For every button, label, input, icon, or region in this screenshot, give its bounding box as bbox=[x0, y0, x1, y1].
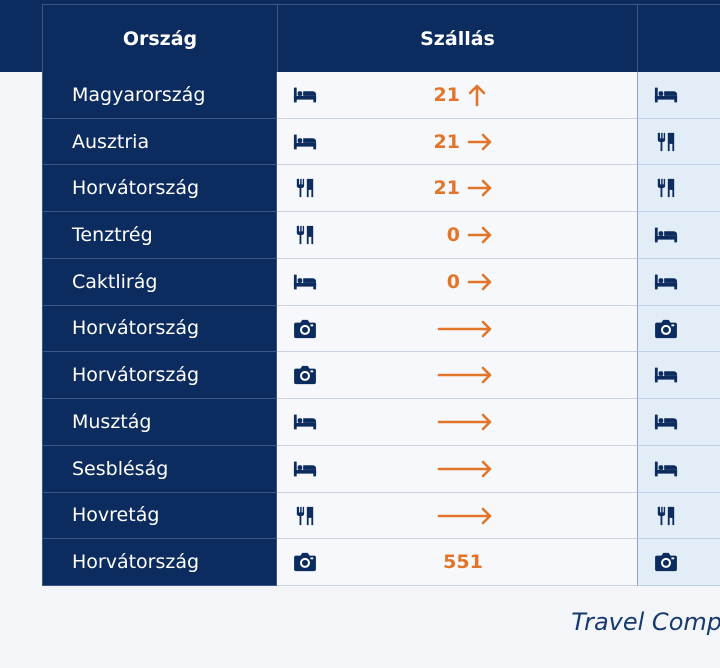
fork-icon bbox=[654, 506, 678, 526]
accommodation-cell bbox=[277, 352, 637, 400]
value-text: 21 bbox=[433, 130, 460, 153]
country-cell: Horvátország bbox=[42, 352, 277, 400]
extra-cell bbox=[637, 539, 720, 586]
country-cell: Caktlirág bbox=[42, 258, 277, 306]
arrow-icon bbox=[437, 413, 492, 431]
accommodation-cell bbox=[277, 492, 637, 540]
fork-icon bbox=[654, 178, 678, 198]
fork-icon bbox=[293, 506, 317, 526]
country-cell: Sesbléság bbox=[42, 445, 277, 493]
value-text: 21 bbox=[433, 83, 460, 106]
extra-cell bbox=[637, 118, 720, 166]
arrow-icon bbox=[468, 84, 486, 107]
bed-icon bbox=[654, 85, 678, 105]
camera-icon bbox=[293, 319, 317, 339]
accommodation-cell: 0 bbox=[277, 258, 637, 306]
header-band bbox=[0, 0, 720, 72]
arrow-icon bbox=[437, 367, 492, 384]
camera-icon bbox=[654, 319, 678, 339]
bed-icon bbox=[654, 225, 678, 245]
accommodation-cell bbox=[277, 399, 637, 446]
bed-icon bbox=[654, 272, 678, 292]
bed-icon bbox=[654, 459, 678, 479]
arrow-icon bbox=[467, 180, 492, 197]
extra-cell bbox=[637, 72, 720, 119]
extra-cell bbox=[637, 492, 720, 540]
column-header bbox=[637, 4, 720, 72]
extra-cell bbox=[637, 445, 720, 493]
bed-icon bbox=[293, 412, 317, 432]
bed-icon bbox=[293, 459, 317, 479]
country-cell: Tenztrég bbox=[42, 212, 277, 259]
accommodation-cell: 21 bbox=[277, 72, 637, 119]
fork-icon bbox=[293, 178, 317, 198]
table-border bbox=[42, 72, 43, 586]
arrow-icon bbox=[437, 460, 492, 478]
bed-icon bbox=[293, 85, 317, 105]
extra-cell bbox=[637, 165, 720, 213]
arrow-icon bbox=[467, 133, 492, 151]
value-text: 0 bbox=[446, 270, 460, 293]
country-cell: Horvátország bbox=[42, 305, 277, 353]
camera-icon bbox=[654, 552, 678, 572]
arrow-icon bbox=[467, 226, 492, 244]
bed-icon bbox=[293, 272, 317, 292]
column-header: Szállás bbox=[277, 4, 637, 72]
arrow-icon bbox=[467, 273, 492, 291]
extra-cell bbox=[637, 352, 720, 400]
bed-icon bbox=[654, 365, 678, 385]
country-cell: Horvátország bbox=[42, 539, 277, 586]
extra-cell bbox=[637, 258, 720, 306]
accommodation-cell bbox=[277, 445, 637, 493]
extra-cell bbox=[637, 399, 720, 446]
country-cell: Horvátország bbox=[42, 165, 277, 213]
accommodation-cell: 551 bbox=[277, 539, 637, 586]
accommodation-cell: 0 bbox=[277, 212, 637, 259]
arrow-icon bbox=[437, 320, 492, 337]
country-cell: Hovretág bbox=[42, 492, 277, 540]
arrow-icon bbox=[437, 507, 492, 524]
accommodation-cell: 21 bbox=[277, 118, 637, 166]
country-cell: Ausztria bbox=[42, 118, 277, 166]
accommodation-cell bbox=[277, 305, 637, 353]
country-cell: Musztág bbox=[42, 399, 277, 446]
camera-icon bbox=[293, 365, 317, 385]
extra-cell bbox=[637, 212, 720, 259]
footer-brand: Travel Comp bbox=[571, 608, 720, 636]
fork-icon bbox=[293, 225, 317, 245]
accommodation-cell: 21 bbox=[277, 165, 637, 213]
column-header: Ország bbox=[42, 4, 277, 72]
fork-icon bbox=[654, 132, 678, 152]
value-text: 21 bbox=[433, 177, 460, 200]
value-text: 0 bbox=[446, 224, 460, 247]
country-cell: Magyarország bbox=[42, 72, 277, 119]
bed-icon bbox=[293, 132, 317, 152]
bed-icon bbox=[654, 412, 678, 432]
extra-cell bbox=[637, 305, 720, 353]
value-text: 551 bbox=[443, 551, 483, 574]
